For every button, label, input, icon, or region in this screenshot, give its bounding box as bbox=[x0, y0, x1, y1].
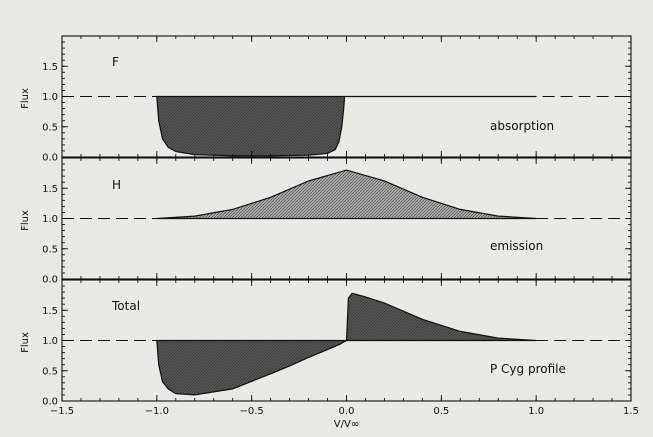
y-tick-label: 1.0 bbox=[42, 336, 58, 347]
emission-tag: H bbox=[112, 178, 121, 192]
total-tag: Total bbox=[111, 299, 140, 313]
x-tick-label: 0.5 bbox=[433, 406, 449, 417]
absorption-profile-area bbox=[156, 95, 346, 157]
y-axis-label: Flux bbox=[20, 88, 31, 109]
y-tick-label: 0.5 bbox=[42, 366, 58, 377]
y-axis-label: Flux bbox=[20, 332, 31, 353]
y-tick-label: 0.5 bbox=[42, 122, 58, 133]
y-tick-label: 0.0 bbox=[42, 153, 58, 164]
y-tick-label: 0.5 bbox=[42, 244, 58, 255]
x-tick-label: 1.0 bbox=[528, 406, 544, 417]
x-tick-labels: −1.5 −1.0 −0.5 0.0 0.5 1.0 1.5 bbox=[50, 406, 639, 417]
emission-profile-area bbox=[156, 169, 537, 220]
y-tick-label: 0.0 bbox=[42, 275, 58, 286]
panel-total: 0.0 0.5 1.0 1.5 Flux Total P Cyg profile bbox=[20, 279, 632, 408]
emission-annotation: emission bbox=[490, 239, 543, 253]
y-tick-label: 1.0 bbox=[42, 92, 58, 103]
x-axis-label: V/V∞ bbox=[334, 419, 359, 430]
absorption-tag: F bbox=[112, 55, 119, 69]
y-tick-label: 0.0 bbox=[42, 397, 58, 408]
absorption-annotation: absorption bbox=[490, 119, 554, 133]
y-tick-label: 1.5 bbox=[42, 306, 58, 317]
x-tick-label: 1.5 bbox=[623, 406, 639, 417]
x-tick-label: −1.0 bbox=[145, 406, 169, 417]
x-tick-label: −1.5 bbox=[50, 406, 74, 417]
total-profile-area bbox=[156, 292, 537, 396]
y-tick-label: 1.0 bbox=[42, 214, 58, 225]
y-axis-label: Flux bbox=[20, 210, 31, 231]
total-annotation: P Cyg profile bbox=[490, 362, 566, 376]
x-tick-label: −0.5 bbox=[240, 406, 264, 417]
y-tick-label: 1.5 bbox=[42, 62, 58, 73]
y-tick-label: 1.5 bbox=[42, 184, 58, 195]
x-tick-label: 0.0 bbox=[339, 406, 355, 417]
